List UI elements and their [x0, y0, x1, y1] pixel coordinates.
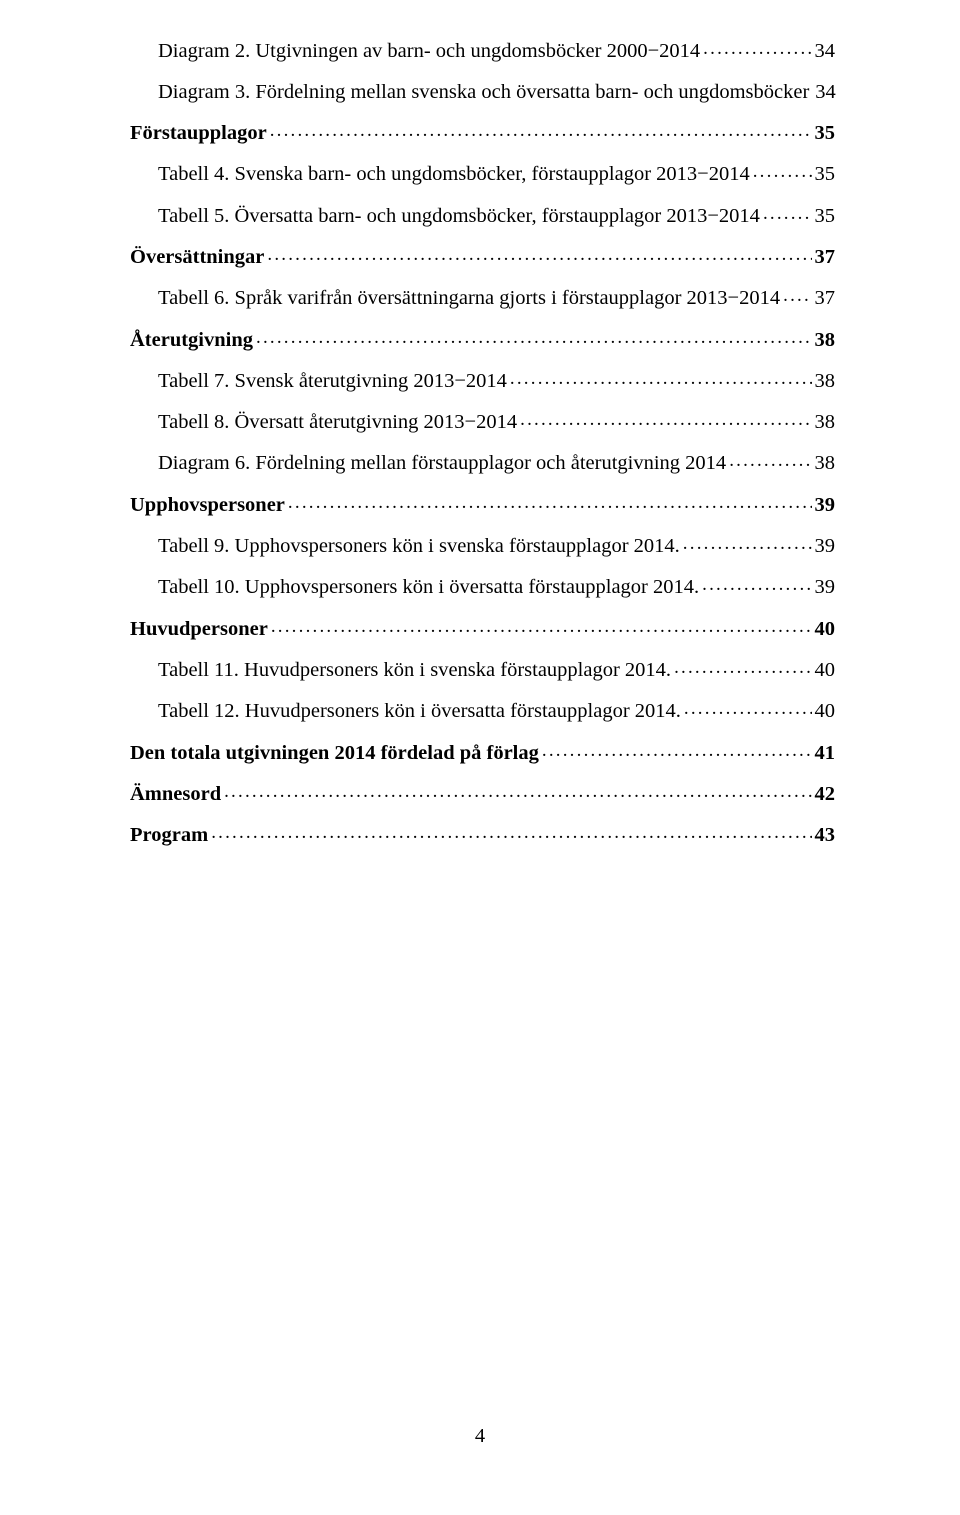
- toc-entry-page: 35: [815, 206, 836, 227]
- toc-entry[interactable]: Huvudpersoner 40: [130, 614, 835, 639]
- toc-leader: [211, 821, 811, 842]
- toc-entry[interactable]: Diagram 2. Utgivningen av barn- och ungd…: [130, 36, 835, 61]
- toc-entry[interactable]: Tabell 12. Huvudpersoners kön i översatt…: [130, 697, 835, 722]
- table-of-contents: Diagram 2. Utgivningen av barn- och ungd…: [130, 36, 835, 846]
- toc-leader: [224, 779, 811, 800]
- toc-entry-page: 41: [815, 743, 836, 764]
- toc-entry-page: 38: [815, 371, 836, 392]
- toc-entry-page: 38: [815, 412, 836, 433]
- toc-entry[interactable]: Förstaupplagor 35: [130, 119, 835, 144]
- toc-entry-page: 39: [815, 536, 836, 557]
- toc-entry-label: Ämnesord: [130, 784, 221, 805]
- toc-entry-label: Tabell 5. Översatta barn- och ungdomsböc…: [158, 206, 760, 227]
- toc-entry[interactable]: Tabell 8. Översatt återutgivning 2013−20…: [130, 408, 835, 433]
- toc-leader: [256, 325, 812, 346]
- toc-entry[interactable]: Diagram 6. Fördelning mellan förstauppla…: [130, 449, 835, 474]
- toc-entry-label: Tabell 10. Upphovspersoners kön i översa…: [158, 577, 699, 598]
- toc-entry-page: 42: [815, 784, 836, 805]
- toc-leader: [674, 655, 811, 676]
- toc-entry-page: 40: [815, 701, 836, 722]
- toc-entry-label: Program: [130, 825, 208, 846]
- toc-entry-label: Tabell 11. Huvudpersoners kön i svenska …: [158, 660, 671, 681]
- toc-entry-label: Tabell 12. Huvudpersoners kön i översatt…: [158, 701, 681, 722]
- page: Diagram 2. Utgivningen av barn- och ungd…: [0, 0, 960, 846]
- toc-entry-label: Huvudpersoner: [130, 619, 268, 640]
- toc-leader: [763, 201, 812, 222]
- toc-entry-label: Översättningar: [130, 247, 264, 268]
- toc-entry[interactable]: Tabell 5. Översatta barn- och ungdomsböc…: [130, 201, 835, 226]
- page-number: 4: [0, 1425, 960, 1448]
- toc-entry[interactable]: Upphovspersoner 39: [130, 490, 835, 515]
- toc-leader: [702, 573, 811, 594]
- toc-leader: [683, 532, 812, 553]
- toc-entry-page: 38: [815, 453, 836, 474]
- toc-entry-label: Tabell 4. Svenska barn- och ungdomsböcke…: [158, 164, 750, 185]
- toc-entry-label: Förstaupplagor: [130, 123, 267, 144]
- toc-leader: [729, 449, 811, 470]
- toc-leader: [684, 697, 812, 718]
- toc-entry[interactable]: Program 43: [130, 821, 835, 846]
- toc-entry[interactable]: Översättningar 37: [130, 242, 835, 267]
- toc-leader: [267, 242, 811, 263]
- toc-leader: [542, 738, 812, 759]
- toc-entry[interactable]: Tabell 10. Upphovspersoners kön i översa…: [130, 573, 835, 598]
- toc-entry[interactable]: Tabell 4. Svenska barn- och ungdomsböcke…: [130, 160, 835, 185]
- toc-entry-page: 38: [815, 330, 836, 351]
- toc-leader: [271, 614, 812, 635]
- toc-leader: [753, 160, 812, 181]
- toc-entry[interactable]: Återutgivning 38: [130, 325, 835, 350]
- toc-entry-label: Tabell 8. Översatt återutgivning 2013−20…: [158, 412, 517, 433]
- toc-entry-page: 43: [815, 825, 836, 846]
- toc-leader: [783, 284, 811, 305]
- toc-entry[interactable]: Den totala utgivningen 2014 fördelad på …: [130, 738, 835, 763]
- toc-entry[interactable]: Tabell 9. Upphovspersoners kön i svenska…: [130, 532, 835, 557]
- toc-entry-label: Återutgivning: [130, 330, 253, 351]
- toc-entry-page: 34: [815, 82, 836, 103]
- toc-leader: [270, 119, 812, 140]
- toc-entry[interactable]: Tabell 6. Språk varifrån översättningarn…: [130, 284, 835, 309]
- toc-entry-page: 39: [815, 577, 836, 598]
- toc-leader: [520, 408, 811, 429]
- toc-leader: [510, 366, 812, 387]
- toc-entry-page: 34: [815, 41, 836, 62]
- toc-entry-page: 40: [815, 619, 836, 640]
- toc-entry-label: Tabell 6. Språk varifrån översättningarn…: [158, 288, 780, 309]
- toc-entry-page: 37: [815, 247, 836, 268]
- toc-entry-page: 35: [815, 123, 836, 144]
- toc-entry-page: 37: [815, 288, 836, 309]
- toc-entry[interactable]: Ämnesord 42: [130, 779, 835, 804]
- toc-entry[interactable]: Tabell 7. Svensk återutgivning 2013−2014…: [130, 366, 835, 391]
- toc-entry[interactable]: Diagram 3. Fördelning mellan svenska och…: [130, 77, 835, 102]
- toc-entry-label: Tabell 7. Svensk återutgivning 2013−2014: [158, 371, 507, 392]
- toc-entry-page: 39: [815, 495, 836, 516]
- toc-entry[interactable]: Tabell 11. Huvudpersoners kön i svenska …: [130, 655, 835, 680]
- toc-entry-label: Den totala utgivningen 2014 fördelad på …: [130, 743, 539, 764]
- toc-entry-label: Tabell 9. Upphovspersoners kön i svenska…: [158, 536, 680, 557]
- toc-entry-label: Diagram 3. Fördelning mellan svenska och…: [158, 82, 809, 103]
- toc-leader: [703, 36, 811, 57]
- toc-entry-label: Upphovspersoner: [130, 495, 285, 516]
- toc-leader: [288, 490, 812, 511]
- toc-entry-page: 40: [815, 660, 836, 681]
- toc-entry-label: Diagram 2. Utgivningen av barn- och ungd…: [158, 41, 700, 62]
- toc-entry-page: 35: [815, 164, 836, 185]
- toc-entry-label: Diagram 6. Fördelning mellan förstauppla…: [158, 453, 726, 474]
